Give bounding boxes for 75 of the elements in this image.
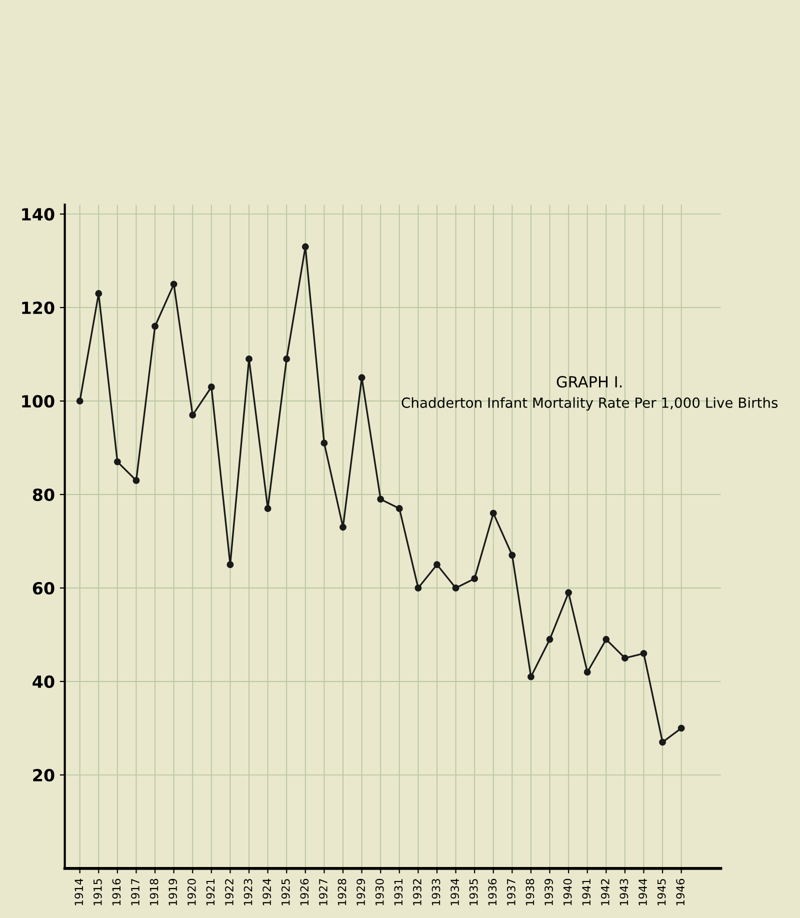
y-tick-label: 100 — [22, 394, 54, 408]
x-tick-label: 1931 — [394, 879, 403, 906]
x-tick-label: 1943 — [620, 879, 628, 906]
x-tick-label: 1936 — [488, 878, 497, 906]
x-tick-label: 1915 — [93, 879, 102, 906]
x-tick-label: 1929 — [356, 878, 366, 906]
x-tick-label: 1932 — [412, 879, 422, 906]
point — [246, 355, 252, 362]
x-tick-label: 1926 — [300, 878, 309, 906]
y-tick-label: 80 — [32, 488, 54, 502]
x-tick-label: 1914 — [74, 878, 84, 906]
point — [283, 355, 290, 362]
point — [527, 673, 534, 680]
x-tick-label: 1938 — [526, 878, 534, 906]
point — [302, 243, 309, 250]
point — [471, 575, 478, 582]
x-tick-label: 1916 — [112, 878, 121, 906]
x-tick-label: 1923 — [244, 879, 252, 906]
y-tick-label: 60 — [32, 582, 54, 595]
x-tick-label: 1935 — [469, 879, 478, 906]
point — [452, 584, 460, 592]
point — [208, 384, 215, 390]
x-tick-label: 1928 — [338, 878, 346, 906]
point — [546, 636, 554, 643]
x-tick-label: 1922 — [225, 879, 234, 906]
x-tick-label: 1919 — [168, 878, 178, 906]
point — [396, 505, 403, 512]
point — [414, 584, 422, 592]
x-tick-label: 1930 — [375, 878, 384, 906]
x-tick-label: 1917 — [131, 879, 140, 906]
point — [621, 654, 628, 662]
point — [377, 496, 384, 503]
point — [95, 290, 102, 297]
x-tick-label: 1920 — [187, 878, 196, 906]
y-tick-label: 140 — [22, 208, 54, 221]
x-tick-label: 1945 — [657, 879, 666, 906]
point — [659, 738, 666, 746]
point — [76, 398, 84, 404]
x-tick-label: 1934 — [450, 878, 459, 906]
point — [640, 650, 648, 657]
y-tick-label: 40 — [32, 675, 54, 688]
x-tick-label: 1944 — [638, 878, 647, 906]
point — [226, 561, 234, 568]
y-tick-label: 20 — [33, 768, 54, 782]
point — [264, 505, 272, 512]
point — [508, 552, 516, 559]
point — [565, 589, 572, 596]
x-tick-label: 1933 — [432, 879, 440, 906]
point — [132, 477, 140, 484]
point — [434, 561, 440, 568]
point — [320, 440, 328, 447]
point — [358, 374, 366, 382]
point — [602, 636, 610, 643]
x-tick-label: 1942 — [600, 879, 610, 906]
x-tick-label: 1924 — [262, 878, 272, 906]
x-tick-label: 1940 — [563, 878, 572, 906]
x-tick-label: 1927 — [319, 879, 328, 906]
point — [340, 524, 346, 531]
x-tick-label: 1921 — [206, 879, 215, 906]
point — [114, 458, 121, 466]
point — [490, 510, 497, 517]
x-tick-label: 1937 — [506, 879, 516, 906]
text: GRAPH I. — [556, 376, 622, 388]
x-tick-label: 1918 — [150, 878, 158, 906]
point — [189, 412, 196, 419]
x-tick-label: 1946 — [676, 878, 685, 906]
point — [584, 668, 591, 676]
x-tick-label: 1941 — [582, 879, 591, 906]
point — [678, 724, 685, 732]
x-tick-label: 1939 — [544, 878, 553, 906]
y-tick-label: 120 — [22, 302, 54, 314]
point — [152, 322, 158, 330]
x-tick-label: 1925 — [281, 879, 290, 906]
point — [170, 280, 178, 288]
text: Chadderton Infant Mortality Rate Per 1,000 Live Births — [402, 397, 778, 411]
